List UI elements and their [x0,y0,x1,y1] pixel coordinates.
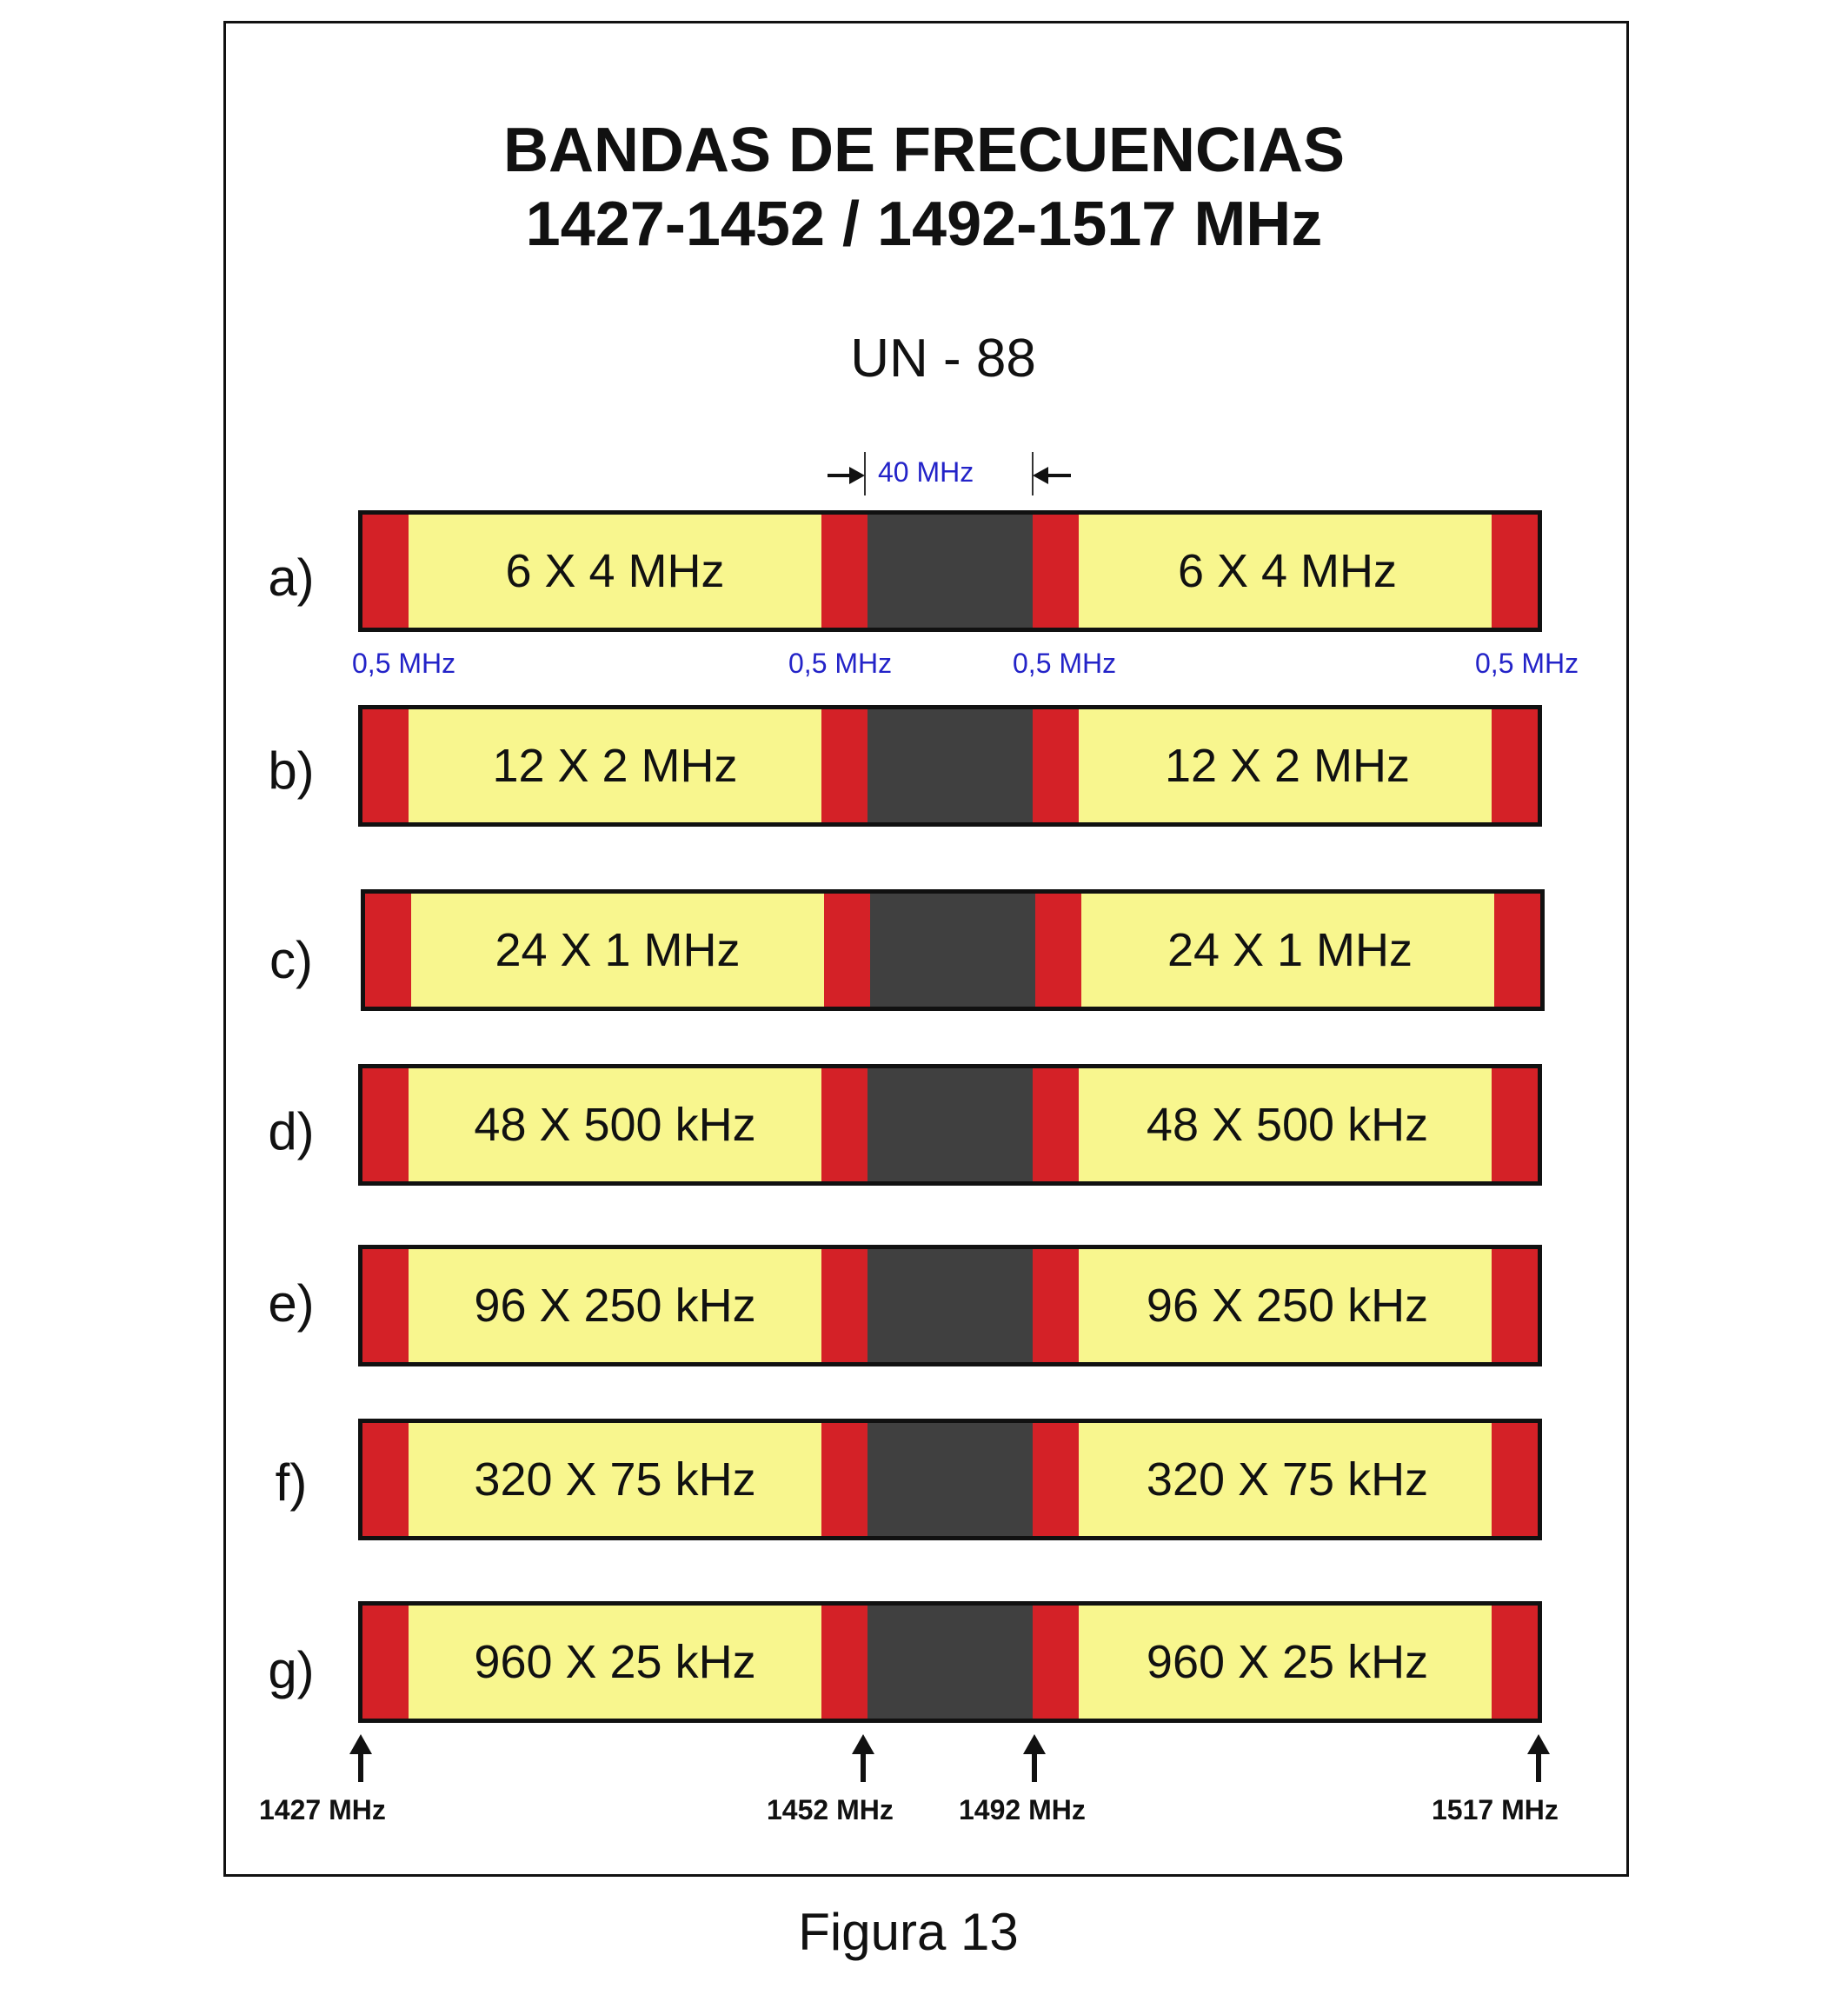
frequency-arrow-1517 [1527,1734,1550,1782]
row-label-b: b) [268,741,315,800]
center-gap [867,709,1033,822]
band-bar-f: 320 X 75 kHz 320 X 75 kHz [358,1419,1542,1540]
guard-band [821,1606,867,1719]
row-label-a: a) [268,549,315,607]
guard-band [362,709,409,822]
band-left-text: 96 X 250 kHz [474,1280,756,1332]
guard-band [1033,515,1079,628]
band-left-text: 320 X 75 kHz [474,1453,756,1506]
frequency-arrow-1492 [1023,1734,1046,1782]
diagram-title-line1: BANDAS DE FRECUENCIAS [502,116,1346,185]
band-left-text: 24 X 1 MHz [495,924,741,976]
band-bar-a: 6 X 4 MHz 6 X 4 MHz [358,510,1542,632]
band-bar-g: 960 X 25 kHz 960 X 25 kHz [358,1601,1542,1723]
guard-band [1492,1249,1538,1362]
band-right-text: 6 X 4 MHz [1177,545,1398,597]
band-right-text: 960 X 25 kHz [1146,1636,1429,1688]
band-left-text: 960 X 25 kHz [474,1636,756,1688]
guard-label-2: 0,5 MHz [788,648,893,679]
guard-band [362,515,409,628]
freq-marker-1517: 1517 MHz [1432,1794,1559,1825]
guard-band [365,894,411,1007]
guard-band [821,1068,867,1181]
freq-marker-1427: 1427 MHz [259,1794,386,1825]
guard-band [1035,894,1081,1007]
guard-band [821,1423,867,1536]
diagram-title-line2: 1427-1452 / 1492-1517 MHz [525,189,1323,259]
guard-band [362,1068,409,1181]
guard-label-1: 0,5 MHz [352,648,456,679]
band-right-text: 320 X 75 kHz [1146,1453,1429,1506]
frequency-arrow-1452 [852,1734,874,1782]
guard-band [1492,1423,1538,1536]
guard-band [362,1606,409,1719]
guard-band [1033,1606,1079,1719]
center-gap [867,515,1033,628]
band-right-text: 12 X 2 MHz [1164,740,1411,792]
row-label-e: e) [268,1274,315,1333]
center-gap [870,894,1035,1007]
guard-band [821,515,867,628]
band-bar-e: 96 X 250 kHz 96 X 250 kHz [358,1245,1542,1366]
guard-band [1492,1068,1538,1181]
freq-marker-1492: 1492 MHz [959,1794,1086,1825]
band-right-text: 96 X 250 kHz [1146,1280,1429,1332]
guard-label-4: 0,5 MHz [1475,648,1579,679]
guard-band [362,1423,409,1536]
frequency-arrow-1427 [349,1734,372,1782]
guard-band [821,709,867,822]
row-label-d: d) [268,1102,315,1160]
guard-band [1033,1423,1079,1536]
guard-band [362,1249,409,1362]
band-bar-c: 24 X 1 MHz 24 X 1 MHz [361,889,1545,1011]
guard-band [821,1249,867,1362]
guard-label-3: 0,5 MHz [1013,648,1117,679]
row-label-f: f) [275,1453,308,1512]
row-label-c: c) [269,931,313,989]
guard-band [1492,515,1538,628]
gap-width-label: 40 MHz [878,456,974,488]
guard-band [1492,709,1538,822]
guard-band [1033,1068,1079,1181]
guard-band [1494,894,1540,1007]
center-gap [867,1423,1033,1536]
band-bar-d: 48 X 500 kHz 48 X 500 kHz [358,1064,1542,1186]
guard-band [1033,1249,1079,1362]
band-left-text: 12 X 2 MHz [492,740,738,792]
band-right-text: 48 X 500 kHz [1146,1099,1429,1151]
guard-band [1492,1606,1538,1719]
center-gap [867,1068,1033,1181]
band-left-text: 6 X 4 MHz [505,545,725,597]
guard-band [824,894,870,1007]
row-label-g: g) [268,1641,315,1699]
guard-band [1033,709,1079,822]
center-gap [867,1249,1033,1362]
band-left-text: 48 X 500 kHz [474,1099,756,1151]
band-right-text: 24 X 1 MHz [1167,924,1413,976]
band-bar-b: 12 X 2 MHz 12 X 2 MHz [358,705,1542,827]
freq-marker-1452: 1452 MHz [767,1794,894,1825]
diagram-subtitle: UN - 88 [850,329,1036,389]
figure-caption: Figura 13 [798,1903,1019,1961]
figure-frame [223,21,1629,1877]
center-gap [867,1606,1033,1719]
